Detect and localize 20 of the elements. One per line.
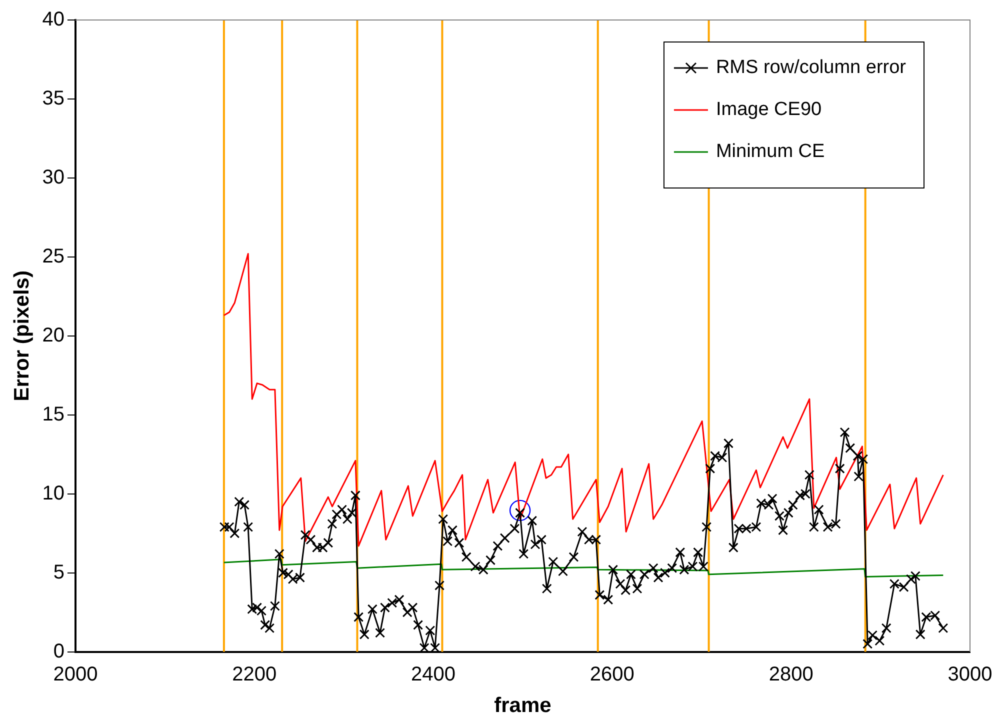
y-tick-label: 30 <box>42 166 64 188</box>
y-tick-label: 35 <box>42 87 64 110</box>
x-tick-label: 2800 <box>768 663 814 686</box>
legend-label: Image CE90 <box>716 99 822 120</box>
x-axis-title: frame <box>494 694 552 718</box>
y-tick-label: 40 <box>42 8 64 31</box>
y-tick-label: 15 <box>42 403 64 426</box>
legend-label: RMS row/column error <box>716 57 907 78</box>
y-tick-label: 0 <box>53 640 64 662</box>
legend-label: Minimum CE <box>716 141 825 162</box>
y-tick-label: 10 <box>42 482 64 504</box>
y-axis-title: Error (pixels) <box>10 270 34 402</box>
x-tick-label: 2200 <box>232 663 277 686</box>
y-tick-label: 25 <box>42 245 64 268</box>
x-tick-label: 2000 <box>53 663 98 686</box>
x-tick-label: 3000 <box>948 663 992 686</box>
y-tick-label: 5 <box>53 561 64 584</box>
x-tick-label: 2400 <box>411 663 456 686</box>
x-tick-label: 2600 <box>590 663 634 686</box>
y-tick-label: 20 <box>42 324 64 346</box>
